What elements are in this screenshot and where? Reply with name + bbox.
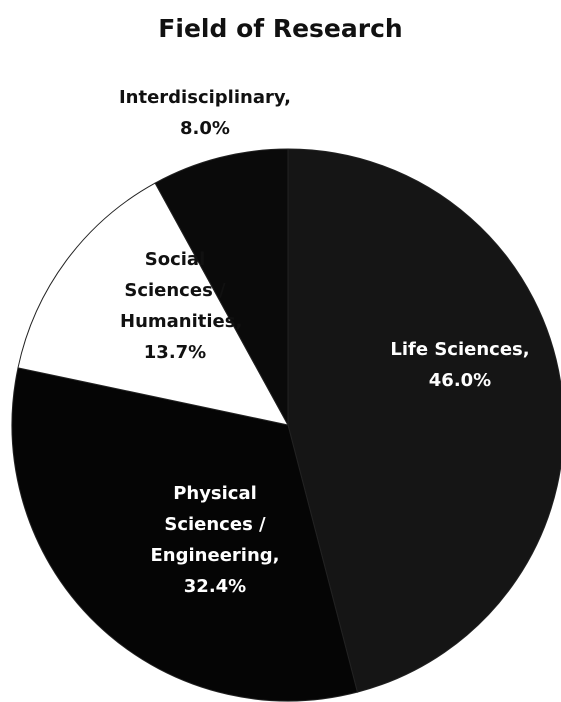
slice-label: Life Sciences, 46.0% [375, 334, 545, 396]
pie-slice [11, 367, 359, 702]
slice-label: Interdisciplinary, 8.0% [95, 82, 315, 144]
category-label: Interdisciplinary, [118, 87, 292, 108]
pie-slice [17, 182, 289, 426]
chart-title: Field of Research [158, 14, 403, 43]
value-label: 8.0% [180, 118, 230, 139]
category-label: Social Sciences / Humanities, [120, 249, 243, 332]
category-label: Life Sciences, [390, 339, 530, 360]
value-label: 32.4% [183, 576, 247, 597]
pie-slice [154, 148, 289, 426]
category-label: Physical Sciences / Engineering, [150, 483, 280, 566]
slice-label: Social Sciences / Humanities, 13.7% [120, 244, 243, 368]
value-label: 46.0% [428, 370, 492, 391]
pie-slice [287, 148, 561, 693]
value-label: 13.7% [143, 342, 207, 363]
slice-label: Physical Sciences / Engineering, 32.4% [150, 478, 280, 602]
